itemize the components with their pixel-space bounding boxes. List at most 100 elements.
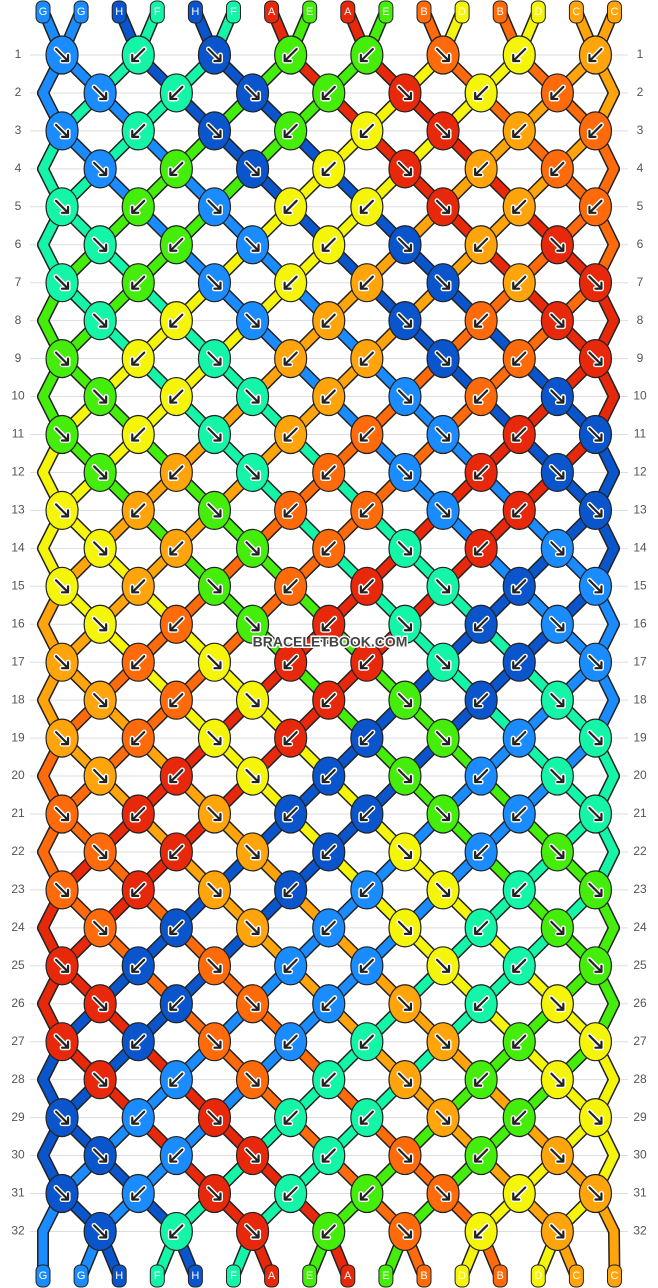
knot-arrow [588, 503, 603, 518]
knot-arrow [359, 731, 374, 746]
knot-arrow [207, 503, 222, 518]
knot [83, 73, 117, 113]
knot [540, 756, 574, 796]
knot [350, 111, 384, 151]
knot-arrow [283, 731, 298, 746]
knot [121, 718, 155, 758]
knot-arrow [54, 199, 70, 214]
knot [45, 414, 79, 455]
knot-arrow [131, 731, 146, 746]
knot-arrow [512, 275, 527, 290]
knot-arrow [93, 541, 108, 556]
knot [159, 528, 193, 568]
knot [312, 1211, 346, 1252]
row-number: 2 [15, 85, 22, 99]
knot [197, 794, 232, 834]
knot-arrow [435, 882, 451, 897]
knot [540, 908, 574, 948]
row-number: 31 [633, 1186, 647, 1200]
knot-arrow [435, 1034, 451, 1049]
row-number: 3 [637, 123, 644, 137]
knot-arrow [207, 47, 222, 63]
knot [121, 870, 155, 910]
knot-arrow [131, 503, 146, 518]
knot-arrow [474, 1072, 489, 1087]
row-number: 1 [637, 47, 644, 61]
knot-arrow [54, 503, 70, 518]
knot [502, 111, 536, 151]
knot-arrow [245, 541, 260, 556]
knot [578, 794, 613, 834]
knot-arrow [93, 844, 108, 860]
row-number: 22 [11, 844, 25, 858]
string-tab [226, 1264, 241, 1288]
knot [540, 301, 574, 341]
knot-arrow [588, 275, 603, 290]
knot [578, 566, 613, 606]
row-number: 28 [11, 1072, 25, 1086]
knot-arrow [245, 693, 260, 708]
knot-arrow [550, 996, 565, 1011]
knot [426, 566, 460, 606]
knot [388, 680, 422, 720]
knot [159, 452, 193, 493]
string-tab [111, 1264, 127, 1288]
knot [159, 604, 193, 644]
knot [388, 452, 422, 493]
knot [350, 1173, 384, 1214]
knot-arrow [397, 1072, 413, 1087]
row-number: 21 [633, 806, 647, 820]
string-tab [530, 0, 546, 24]
knot-arrow [588, 655, 603, 670]
knot-arrow [550, 1224, 565, 1239]
knot [274, 35, 308, 75]
knot [83, 756, 117, 796]
knot-arrow [283, 427, 298, 442]
knot-arrow [474, 465, 489, 480]
knot-arrow [359, 1186, 374, 1201]
knot-arrow [207, 1186, 222, 1201]
row-number: 17 [633, 654, 647, 668]
knot-arrow [474, 920, 489, 935]
knot-arrow [474, 541, 489, 556]
knot-arrow [93, 465, 108, 480]
knot [350, 870, 384, 910]
row-number: 26 [633, 996, 647, 1010]
row-number: 19 [11, 730, 25, 744]
knot [197, 946, 232, 986]
knot-arrow [321, 1224, 336, 1239]
knot [83, 149, 117, 189]
knot [274, 870, 308, 910]
knot [83, 680, 117, 720]
knot [121, 414, 155, 455]
knot-arrow [283, 351, 298, 366]
string-tab [187, 1264, 203, 1288]
string-tab [302, 1264, 318, 1288]
knot-arrow [397, 996, 413, 1011]
knot-arrow [550, 313, 565, 328]
knot [83, 908, 117, 948]
knot-arrow [54, 1034, 70, 1049]
row-number: 18 [11, 692, 25, 706]
string-letter: E [382, 1270, 389, 1282]
knot [197, 642, 232, 682]
knot-arrow [283, 199, 298, 214]
knot [578, 263, 613, 303]
knot [464, 225, 498, 265]
row-number: 15 [11, 578, 25, 592]
knot [464, 908, 498, 948]
knot-arrow [397, 768, 413, 784]
string-letter: C [611, 6, 619, 18]
knot [426, 263, 460, 303]
string-tab [416, 0, 432, 24]
knot [388, 1060, 422, 1100]
knot [312, 376, 346, 417]
knot-arrow [435, 427, 451, 442]
knot [312, 301, 346, 341]
row-number: 14 [633, 541, 647, 555]
knot-arrow [131, 1034, 146, 1049]
knot [464, 604, 498, 644]
knot [502, 946, 536, 986]
knot-arrow [245, 85, 260, 101]
row-number: 28 [633, 1072, 647, 1086]
